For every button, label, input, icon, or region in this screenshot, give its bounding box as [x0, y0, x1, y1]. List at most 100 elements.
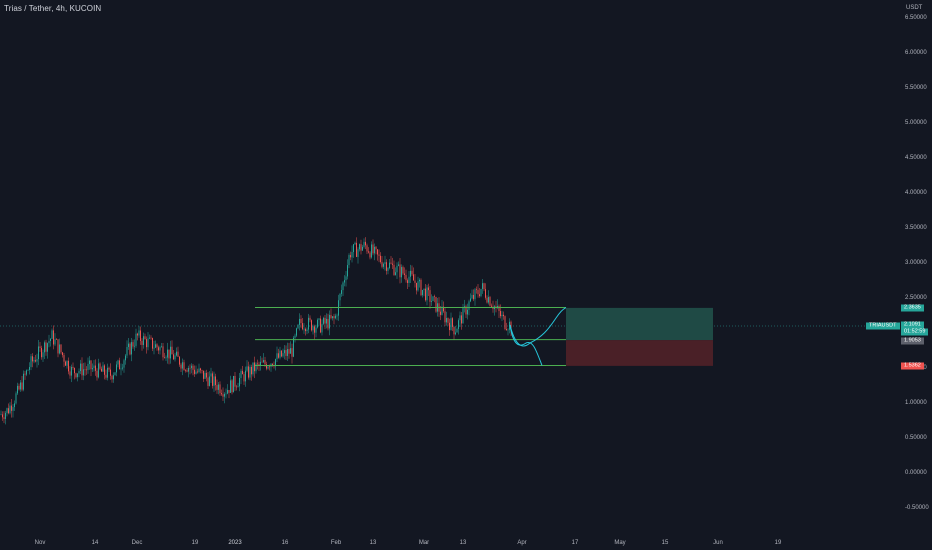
candle-body — [330, 314, 332, 319]
candle-body — [510, 321, 512, 331]
candle-body — [242, 370, 243, 375]
candle-body — [141, 340, 143, 345]
target-zone[interactable] — [566, 307, 713, 341]
time-tick-label: Nov — [34, 540, 46, 546]
candle-body — [183, 362, 185, 371]
candle-body — [105, 374, 107, 378]
symbol-title: Trias / Tether, 4h, KUCOIN — [4, 4, 102, 13]
last-price-tag: 2.1091 — [901, 321, 924, 329]
candle-body — [93, 365, 95, 369]
candle-body — [110, 369, 111, 376]
target-price-tag: 2.3635 — [901, 304, 924, 312]
candle-body — [215, 376, 216, 386]
candle-body — [198, 368, 200, 372]
candle-body — [66, 360, 68, 366]
candle-body — [65, 361, 66, 366]
candle-body — [497, 306, 498, 308]
candle-body — [84, 369, 86, 370]
candle-body — [336, 315, 338, 317]
candle-body — [26, 370, 27, 375]
candle-body — [483, 283, 485, 290]
candle-body — [45, 342, 47, 352]
candle-body — [422, 289, 423, 296]
candle-body — [123, 360, 125, 368]
candle-body — [479, 294, 480, 297]
candle-body — [318, 318, 320, 320]
candle-body — [99, 363, 101, 369]
candle-body — [3, 417, 5, 419]
candle-body — [305, 328, 306, 332]
candle-body — [33, 360, 35, 362]
candle-body — [507, 329, 509, 331]
candle-body — [321, 323, 323, 333]
candle-body — [432, 296, 434, 302]
price-tick-label: 0.00000 — [905, 470, 927, 476]
candle-body — [47, 343, 48, 352]
candle-body — [177, 351, 179, 357]
candle-body — [210, 373, 212, 377]
price-axis[interactable] — [900, 0, 932, 534]
candle-body — [456, 328, 458, 333]
time-tick-label: 13 — [369, 540, 377, 546]
candle-body — [131, 342, 132, 355]
price-tick-label: 6.50000 — [905, 15, 927, 21]
axis-currency: USDT — [906, 5, 923, 11]
candle-body — [429, 290, 431, 302]
candle-body — [201, 370, 203, 371]
candle-body — [209, 376, 210, 386]
candle-body — [104, 365, 105, 375]
level-lines[interactable] — [255, 307, 566, 366]
candle-body — [54, 339, 56, 345]
time-tick-label: Jun — [713, 540, 723, 546]
candle-body — [39, 346, 41, 348]
candle-body — [266, 364, 267, 369]
candle-body — [68, 360, 69, 372]
candle-body — [218, 384, 219, 390]
candle-body — [453, 326, 455, 335]
candle-body — [6, 408, 8, 413]
candle-body — [378, 254, 380, 256]
candle-body — [425, 288, 426, 301]
candle-body — [119, 360, 120, 370]
candle-body — [495, 306, 497, 308]
candle-body — [287, 349, 288, 356]
stop-zone[interactable] — [566, 340, 713, 366]
candle-body — [72, 366, 74, 368]
candle-body — [30, 356, 32, 368]
projection-down-curve[interactable] — [509, 324, 543, 366]
candle-body — [396, 265, 398, 273]
candle-body — [345, 276, 347, 281]
candle-body — [299, 318, 300, 325]
candle-body — [18, 385, 20, 390]
candle-body — [24, 373, 26, 375]
candle-body — [194, 369, 195, 374]
candle-body — [459, 315, 461, 321]
candle-body — [500, 311, 501, 317]
candle-body — [255, 363, 257, 372]
candle-body — [272, 363, 273, 366]
candle-body — [21, 382, 23, 390]
candle-body — [498, 306, 500, 312]
candle-body — [225, 393, 227, 395]
candle-body — [356, 242, 357, 257]
candle-body — [125, 355, 126, 361]
projection-up-curve[interactable] — [509, 307, 567, 347]
time-tick-label: May — [614, 540, 626, 546]
candle-body — [62, 352, 63, 356]
candle-body — [75, 373, 77, 378]
candle-body — [509, 321, 510, 330]
price-tick-label: 0.50000 — [905, 435, 927, 441]
candle-body — [470, 298, 471, 302]
candle-body — [32, 356, 33, 362]
candle-body — [465, 306, 467, 315]
candle-body — [216, 385, 218, 390]
candle-body — [240, 370, 242, 378]
candle-body — [219, 384, 221, 394]
candle-body — [5, 412, 6, 419]
candle-body — [126, 347, 128, 356]
candle-body — [317, 319, 318, 328]
candle-body — [339, 293, 341, 301]
candle-body — [428, 287, 429, 291]
candle-body — [404, 273, 405, 275]
price-chart[interactable] — [0, 0, 900, 534]
